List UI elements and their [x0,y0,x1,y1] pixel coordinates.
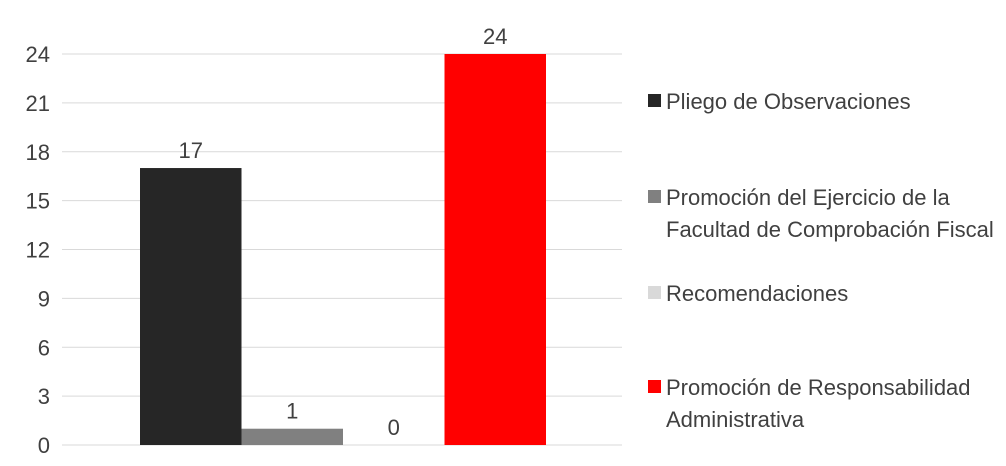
legend-label-pliego: Pliego de Observaciones [666,89,911,114]
y-tick-label: 15 [26,189,50,214]
legend-item-pliego: Pliego de Observaciones [648,86,1006,118]
y-tick-label: 18 [26,140,50,165]
y-tick-label: 9 [38,286,50,311]
legend-swatch-responsabilidad [648,380,661,393]
legend-label-promocion-ejercicio: Promoción del Ejercicio de la Facultad d… [666,185,994,242]
y-tick-label: 21 [26,91,50,116]
legend-label-responsabilidad: Promoción de Responsabilidad Administrat… [666,375,971,432]
data-label: 0 [388,415,400,440]
data-label: 24 [483,24,507,49]
y-tick-label: 0 [38,433,50,458]
y-tick-label: 12 [26,238,50,263]
legend-item-promocion-ejercicio: Promoción del Ejercicio de la Facultad d… [648,182,1006,246]
chart-legend: Pliego de Observaciones Promoción del Ej… [648,0,1006,466]
legend-swatch-recomendaciones [648,286,661,299]
bar-promocion-ejercicio [241,428,343,445]
legend-label-recomendaciones: Recomendaciones [666,281,849,306]
legend-swatch-promocion-ejercicio [648,190,661,203]
legend-item-recomendaciones: Recomendaciones [648,278,1006,310]
legend-item-responsabilidad: Promoción de Responsabilidad Administrat… [648,372,1006,436]
bar-pliego [140,168,242,445]
bar-responsabilidad [444,54,546,445]
y-tick-label: 6 [38,335,50,360]
legend-swatch-pliego [648,94,661,107]
y-tick-label: 24 [26,42,50,67]
data-label: 17 [179,138,203,163]
y-tick-label: 3 [38,384,50,409]
data-label: 1 [286,399,298,424]
